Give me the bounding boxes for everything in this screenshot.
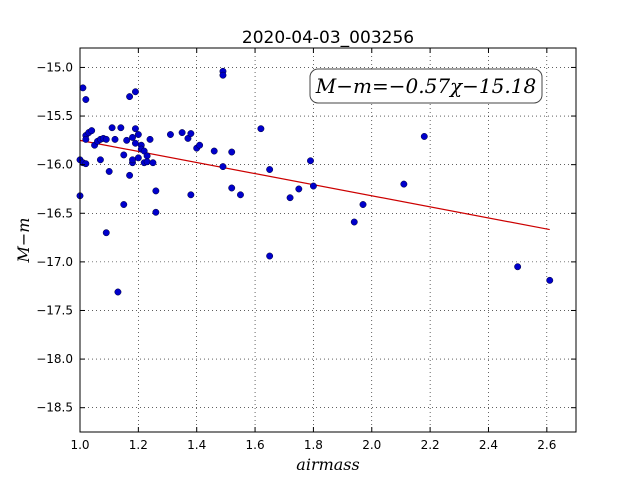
- plot-frame: [79, 47, 577, 433]
- data-point: [146, 135, 154, 143]
- x-tick-label: 2.0: [362, 438, 381, 452]
- data-point: [228, 148, 236, 156]
- data-point: [350, 218, 358, 226]
- y-tick-label: −18.0: [36, 352, 73, 366]
- data-point: [134, 131, 142, 138]
- annotation-box: [309, 68, 543, 104]
- data-point: [187, 191, 195, 199]
- y-axis-label: M−m: [14, 218, 33, 264]
- x-tick-label: 1.6: [246, 438, 265, 452]
- data-point: [108, 124, 116, 132]
- data-point: [149, 159, 157, 167]
- data-point: [307, 157, 314, 165]
- x-tick-label: 2.6: [537, 438, 556, 452]
- data-point: [102, 229, 110, 237]
- y-tick-label: −17.0: [36, 255, 73, 269]
- data-point: [219, 163, 227, 171]
- data-point: [126, 93, 134, 101]
- data-point: [219, 71, 227, 79]
- data-point: [105, 168, 113, 175]
- data-point: [309, 182, 317, 190]
- data-point: [178, 129, 186, 137]
- data-point: [196, 141, 204, 149]
- data-point: [82, 135, 90, 143]
- data-point: [79, 84, 87, 92]
- data-point: [237, 191, 244, 199]
- y-tick-label: −17.5: [36, 303, 73, 317]
- data-point: [152, 187, 160, 195]
- data-point: [96, 156, 104, 164]
- data-point: [134, 154, 142, 162]
- data-point: [152, 208, 160, 216]
- data-point: [102, 135, 110, 143]
- data-point: [131, 88, 139, 96]
- data-point: [266, 166, 274, 173]
- y-tick-label: −16.5: [36, 206, 73, 220]
- data-point: [120, 151, 128, 159]
- y-axis-ticks: −15.0 −15.5 −16.0 −16.5 −17.0 −17.5 −18.0 −18.5: [36, 60, 576, 415]
- data-point: [295, 185, 303, 193]
- data-point: [126, 171, 134, 179]
- data-point: [111, 135, 119, 143]
- data-point: [114, 288, 122, 296]
- data-point: [166, 131, 174, 138]
- data-point: [123, 136, 131, 144]
- x-tick-label: 1.8: [304, 438, 323, 452]
- y-tick-label: −16.0: [36, 158, 73, 172]
- data-point: [143, 158, 151, 166]
- x-tick-label: 1.0: [70, 438, 89, 452]
- data-point: [82, 96, 90, 103]
- fit-annotation: M−m=−0.57χ−15.18: [309, 68, 543, 104]
- annotation-text: M−m=−0.57χ−15.18: [315, 74, 536, 98]
- y-tick-label: −18.5: [36, 401, 73, 415]
- data-point: [82, 160, 90, 168]
- data-point: [257, 125, 265, 133]
- data-point: [546, 276, 554, 284]
- data-point: [187, 130, 195, 137]
- y-tick-label: −15.0: [36, 60, 73, 74]
- data-point: [131, 125, 139, 133]
- data-points: [76, 67, 554, 296]
- data-point: [129, 156, 136, 164]
- chart-title: 2020-04-03_003256: [242, 28, 414, 48]
- y-tick-label: −15.5: [36, 109, 73, 123]
- data-point: [359, 201, 367, 208]
- data-point: [117, 124, 125, 132]
- x-tick-label: 2.4: [479, 438, 498, 452]
- data-point: [286, 194, 294, 202]
- data-point: [143, 152, 151, 160]
- x-tick-label: 1.4: [187, 438, 206, 452]
- data-point: [88, 127, 96, 135]
- data-point: [400, 180, 408, 188]
- x-axis-label: airmass: [296, 455, 359, 474]
- x-tick-label: 2.2: [421, 438, 440, 452]
- data-point: [210, 147, 218, 155]
- x-tick-label: 1.2: [129, 438, 148, 452]
- data-point: [129, 133, 136, 141]
- data-point: [266, 252, 274, 260]
- grid-lines: [80, 48, 576, 432]
- data-point: [228, 184, 236, 192]
- data-point: [420, 133, 428, 140]
- data-point: [514, 263, 522, 271]
- data-point: [120, 201, 128, 208]
- data-point: [131, 139, 139, 147]
- x-axis-ticks: 1.0 1.2 1.4 1.6 1.8 2.0 2.2 2.4 2.6: [70, 48, 556, 452]
